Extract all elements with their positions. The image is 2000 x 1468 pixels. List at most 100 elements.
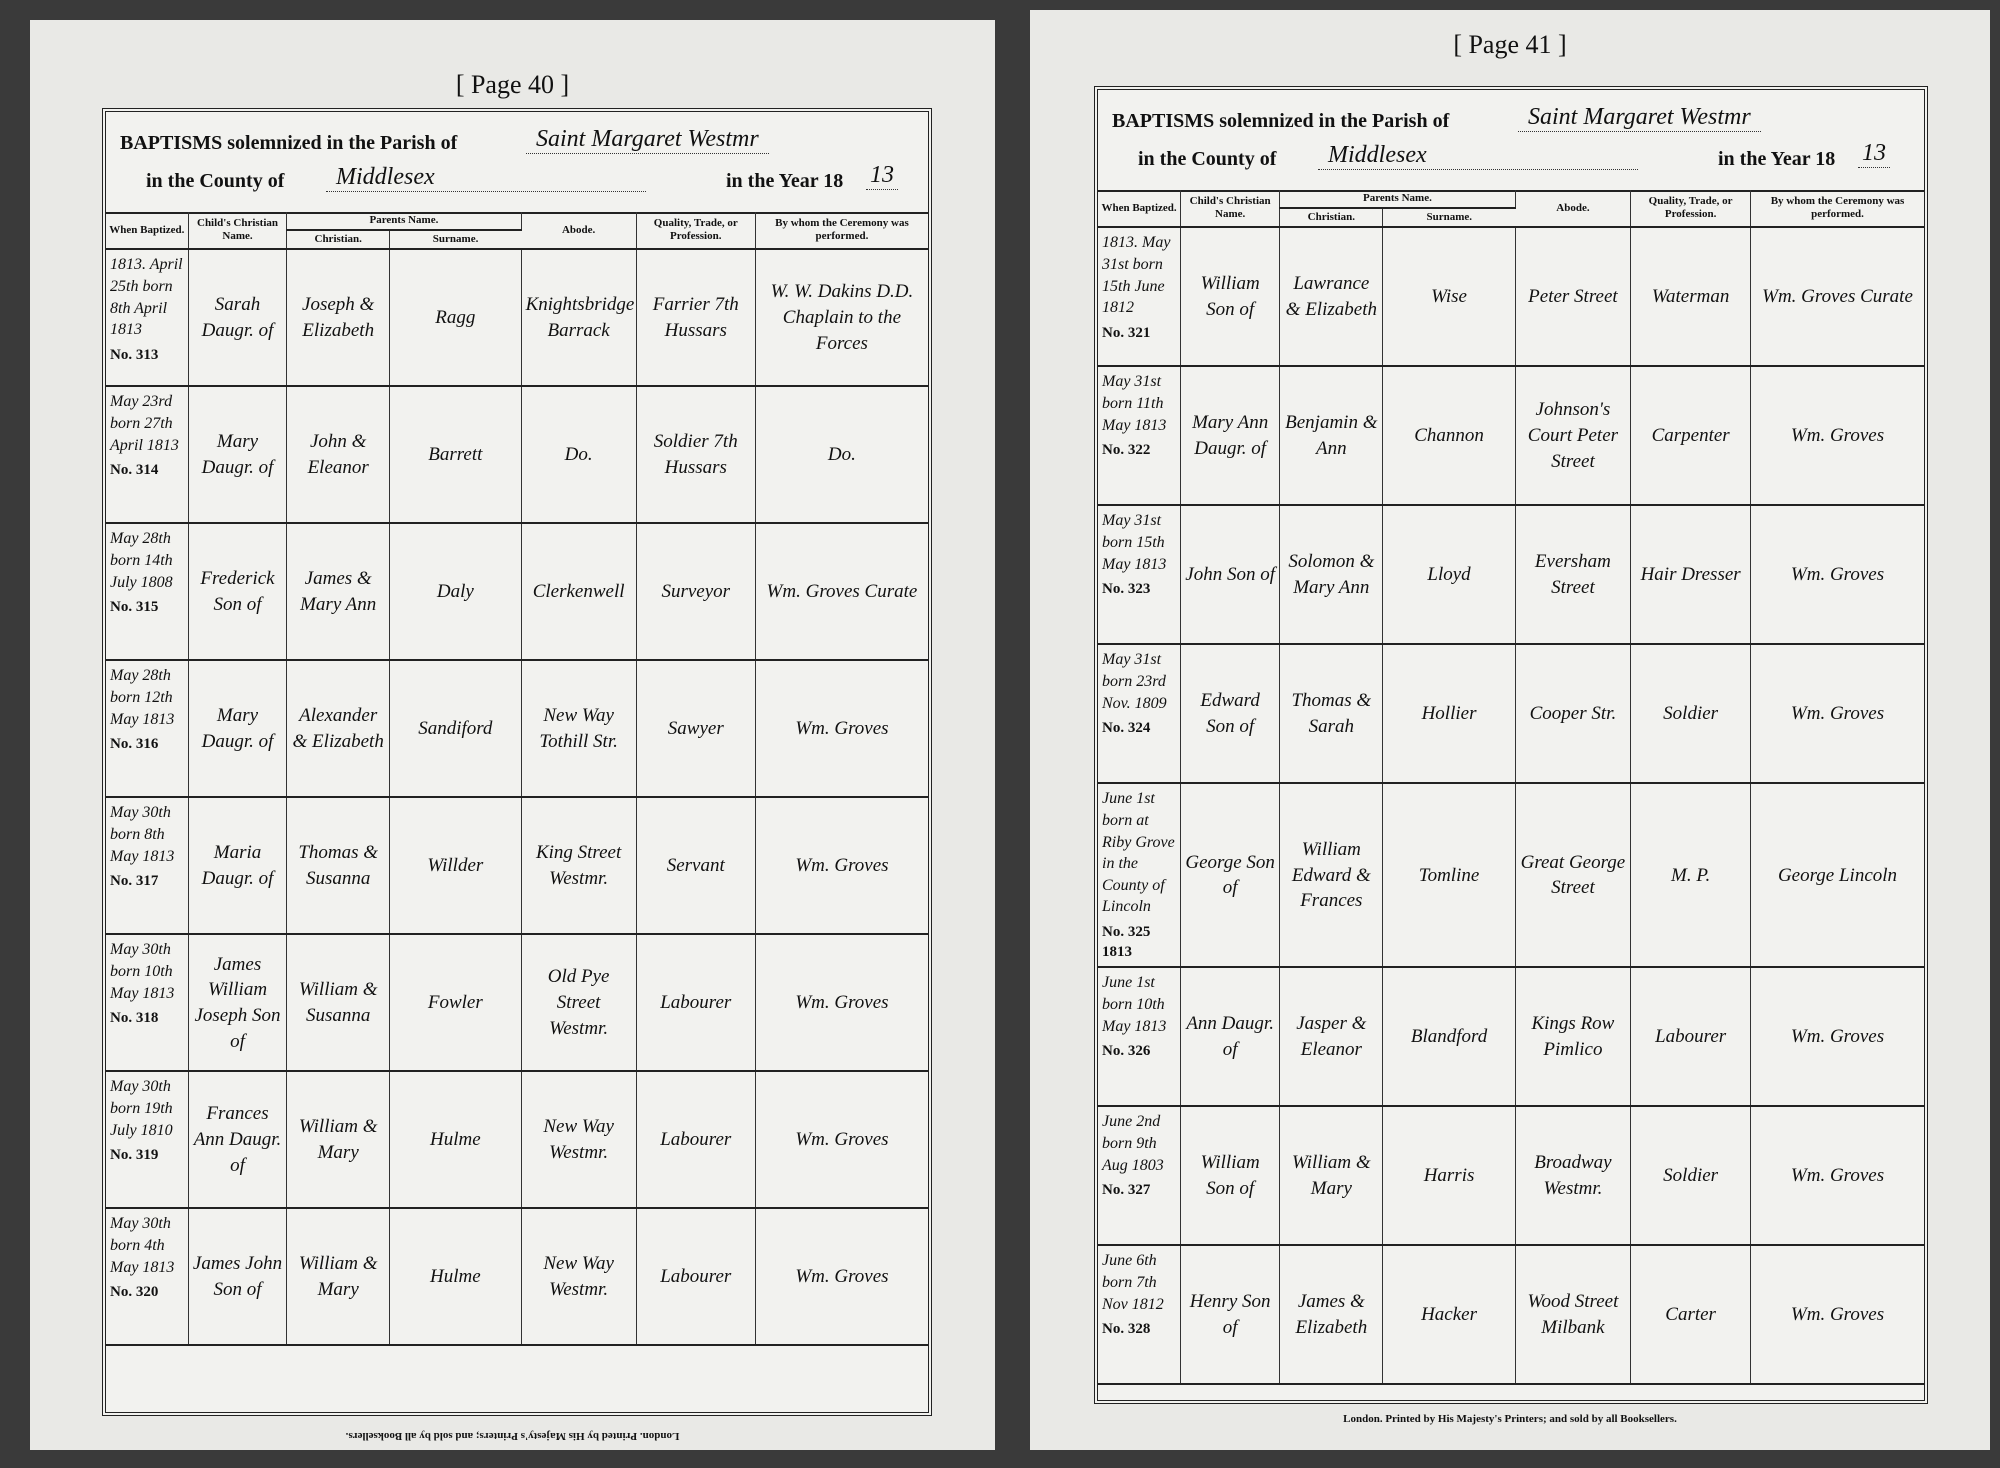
surname: Ragg xyxy=(389,249,522,388)
abode: New Way Westmr. xyxy=(521,1208,637,1347)
form-header: BAPTISMS solemnized in the Parish of Sain… xyxy=(106,112,928,214)
minister: Wm. Groves xyxy=(1750,366,1924,507)
minister: Wm. Groves xyxy=(755,660,928,799)
child: Frances Ann Daugr. of xyxy=(188,1071,288,1210)
abode: Knightsbridge Barrack xyxy=(521,249,637,388)
when-baptized: May 28th born 12th May 1813 No. 316 xyxy=(106,660,189,799)
col-christian: Christian. xyxy=(286,230,391,251)
abode: Great George Street xyxy=(1515,783,1632,969)
baptism-date: May 30th born 8th May 1813 xyxy=(110,804,175,865)
entry-row: May 23rd born 27th April 1813 No. 314 Mary… xyxy=(106,386,928,525)
entry-number: No. 317 xyxy=(110,873,159,890)
parents: Joseph & Elizabeth xyxy=(286,249,391,388)
quality: Surveyor xyxy=(636,523,756,662)
parish: Saint Margaret Westmr xyxy=(526,126,769,154)
surname: Hulme xyxy=(389,1071,522,1210)
abode: Eversham Street xyxy=(1515,505,1632,646)
quality: Carpenter xyxy=(1630,366,1751,507)
quality: Sawyer xyxy=(636,660,756,799)
entry-row: June 1st born 10th May 1813 No. 326 Ann Da… xyxy=(1098,967,1924,1108)
child: Maria Daugr. of xyxy=(188,797,288,936)
parents: James & Mary Ann xyxy=(286,523,391,662)
col-minister: By whom the Ceremony was performed. xyxy=(755,212,928,251)
register-page: [ Page 41 ] BAPTISMS solemnized in the Pa… xyxy=(1030,10,1990,1450)
baptism-date: June 2nd born 9th Aug 1803 xyxy=(1102,1113,1164,1174)
baptism-date: May 28th born 14th July 1808 xyxy=(110,530,173,591)
abode: Johnson's Court Peter Street xyxy=(1515,366,1632,507)
minister: George Lincoln xyxy=(1750,783,1924,969)
surname: Blandford xyxy=(1382,967,1516,1108)
parents: William & Mary xyxy=(286,1208,391,1347)
header-text: in the County of xyxy=(1138,148,1277,170)
col-child: Child's Christian Name. xyxy=(188,212,288,251)
surname: Hacker xyxy=(1382,1245,1516,1386)
register-table: When Baptized. Child's Christian Name. Par… xyxy=(106,212,928,1347)
entry-row: May 31st born 11th May 1813 No. 322 Mary A… xyxy=(1098,366,1924,507)
entry-row: May 30th born 4th May 1813 No. 320 James J… xyxy=(106,1208,928,1347)
when-baptized: 1813. May 31st born 15th June 1812 No. 32… xyxy=(1098,227,1182,368)
when-baptized: May 31st born 15th May 1813 No. 323 xyxy=(1098,505,1182,646)
parish: Saint Margaret Westmr xyxy=(1518,104,1761,132)
surname: Fowler xyxy=(389,934,522,1073)
minister: W. W. Dakins D.D. Chaplain to the Forces xyxy=(755,249,928,388)
header-row: Christian. Surname. xyxy=(1098,208,1924,229)
year: 13 xyxy=(1858,140,1890,168)
when-baptized: June 1st born at Riby Grove in the Count… xyxy=(1098,783,1182,969)
surname: Hulme xyxy=(389,1208,522,1347)
child: Mary Daugr. of xyxy=(188,386,288,525)
col-when: When Baptized. xyxy=(106,212,189,251)
surname: Harris xyxy=(1382,1106,1516,1247)
entry-number: No. 325 1813 xyxy=(1102,923,1151,961)
header-row: When Baptized. Child's Christian Name. Par… xyxy=(106,212,928,251)
parents: William Edward & Frances xyxy=(1279,783,1384,969)
quality: Farrier 7th Hussars xyxy=(636,249,756,388)
when-baptized: June 2nd born 9th Aug 1803 No. 327 xyxy=(1098,1106,1182,1247)
quality: Soldier xyxy=(1630,644,1751,785)
register-form: BAPTISMS solemnized in the Parish of Sain… xyxy=(102,108,932,1416)
when-baptized: 1813. April 25th born 8th April 1813 No. … xyxy=(106,249,189,388)
register-form: BAPTISMS solemnized in the Parish of Sain… xyxy=(1094,86,1928,1404)
parents: Benjamin & Ann xyxy=(1279,366,1384,507)
entry-row: May 30th born 19th July 1810 No. 319 Franc… xyxy=(106,1071,928,1210)
entry-number: No. 328 xyxy=(1102,1321,1151,1338)
entry-number: No. 320 xyxy=(110,1284,159,1301)
abode: Wood Street Milbank xyxy=(1515,1245,1632,1386)
child: John Son of xyxy=(1180,505,1281,646)
entry-number: No. 316 xyxy=(110,736,159,753)
col-when: When Baptized. xyxy=(1098,190,1182,229)
year: 13 xyxy=(866,162,898,190)
quality: Labourer xyxy=(636,934,756,1073)
entry-number: No. 318 xyxy=(110,1010,159,1027)
header-row: Christian. Surname. xyxy=(106,230,928,251)
quality: Soldier xyxy=(1630,1106,1751,1247)
child: Mary Ann Daugr. of xyxy=(1180,366,1281,507)
header-text: in the County of xyxy=(146,170,285,192)
surname: Channon xyxy=(1382,366,1516,507)
parents: Lawrance & Elizabeth xyxy=(1279,227,1384,368)
minister: Wm. Groves Curate xyxy=(1750,227,1924,368)
col-abode: Abode. xyxy=(521,212,637,251)
minister: Wm. Groves xyxy=(755,797,928,936)
header-text: BAPTISMS solemnized in the Parish of xyxy=(1112,110,1450,132)
entry-row: May 30th born 8th May 1813 No. 317 Maria D… xyxy=(106,797,928,936)
when-baptized: May 30th born 19th July 1810 No. 319 xyxy=(106,1071,189,1210)
when-baptized: May 30th born 8th May 1813 No. 317 xyxy=(106,797,189,936)
entry-row: June 1st born at Riby Grove in the Count… xyxy=(1098,783,1924,969)
entry-number: No. 327 xyxy=(1102,1182,1151,1199)
parents: William & Susanna xyxy=(286,934,391,1073)
baptism-date: May 23rd born 27th April 1813 xyxy=(110,393,179,454)
baptism-date: May 31st born 15th May 1813 xyxy=(1102,512,1167,573)
surname: Hollier xyxy=(1382,644,1516,785)
minister: Wm. Groves xyxy=(755,1071,928,1210)
surname: Wise xyxy=(1382,227,1516,368)
entry-number: No. 321 xyxy=(1102,324,1151,341)
abode: Do. xyxy=(521,386,637,525)
entry-row: June 2nd born 9th Aug 1803 No. 327 William… xyxy=(1098,1106,1924,1247)
entry-row: May 31st born 15th May 1813 No. 323 John S… xyxy=(1098,505,1924,646)
surname: Willder xyxy=(389,797,522,936)
child: Ann Daugr. of xyxy=(1180,967,1281,1108)
quality: Hair Dresser xyxy=(1630,505,1751,646)
child: Henry Son of xyxy=(1180,1245,1281,1386)
child: Edward Son of xyxy=(1180,644,1281,785)
entry-row: 1813. May 31st born 15th June 1812 No. 32… xyxy=(1098,227,1924,368)
